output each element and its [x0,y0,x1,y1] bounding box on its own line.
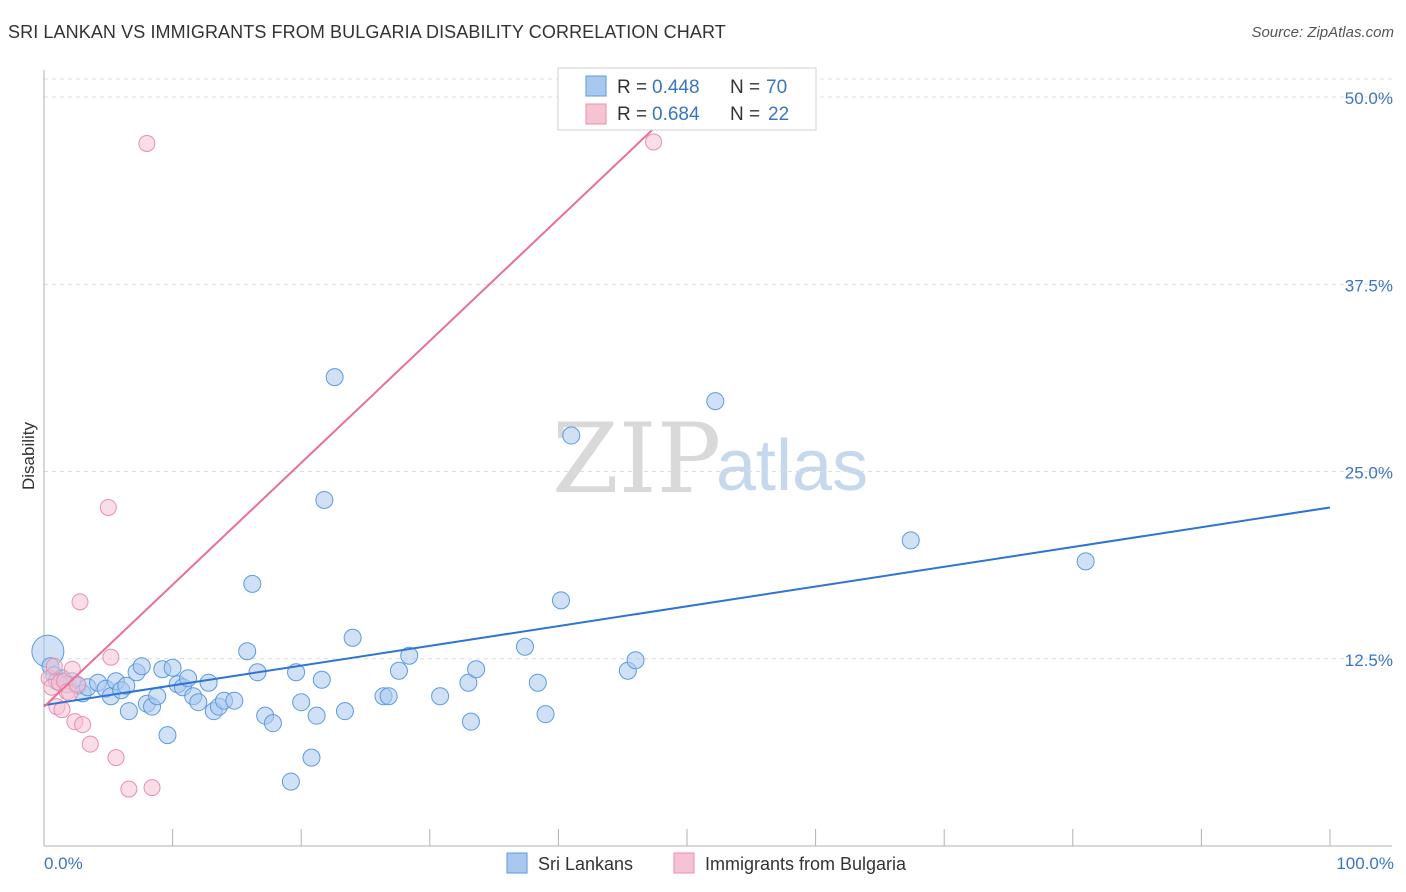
point-immigrants-from-bulgaria [102,648,120,666]
point-sri-lankans [292,693,311,712]
point-immigrants-from-bulgaria [68,675,86,693]
point-sri-lankans [199,673,218,692]
y-tick-label: 50.0% [1345,89,1393,108]
point-sri-lankans [315,490,334,509]
source-credit: Source: ZipAtlas.com [1251,24,1394,41]
watermark-zip: ZIP [552,403,721,515]
point-sri-lankans [343,628,362,647]
point-immigrants-from-bulgaria [45,657,63,675]
point-sri-lankans [312,670,331,689]
point-sri-lankans [225,691,244,710]
point-sri-lankans [335,702,354,721]
point-sri-lankans [307,706,326,725]
point-sri-lankans [461,712,480,731]
point-sri-lankans [551,591,570,610]
point-sri-lankans [626,651,645,670]
legend-r-value-pink: 0.684 [652,104,700,125]
point-sri-lankans [119,702,138,721]
point-sri-lankans [562,426,581,445]
point-sri-lankans [400,646,419,665]
y-tick-label: 37.5% [1345,276,1393,295]
point-immigrants-from-bulgaria [107,749,125,767]
trend-lines [43,96,1331,708]
legend-swatch-pink [585,103,607,125]
point-sri-lankans [431,687,450,706]
y-tick-label: 12.5% [1345,651,1393,670]
point-sri-lankans [901,531,920,550]
point-sri-lankans [528,673,547,692]
legend-label-sri-lankans: Sri Lankans [538,854,633,874]
watermark-atlas: atlas [716,426,868,506]
x-tick-label-min: 0.0% [44,854,83,873]
y-axis-label: Disability [19,421,38,490]
point-sri-lankans [158,726,177,745]
point-sri-lankans [148,687,167,706]
legend-swatch-blue [585,75,607,97]
legend-n-value-blue: 70 [766,77,787,98]
point-sri-lankans [263,714,282,733]
legend-r-value-blue: 0.448 [652,77,700,98]
point-sri-lankans [706,392,725,411]
stats-legend: R = 0.448 N = 70 R = 0.684 N = 22 [557,67,817,131]
point-sri-lankans [325,368,344,387]
point-sri-lankans [536,705,555,724]
gridlines [44,78,1392,660]
x-tick-label-max: 100.0% [1336,854,1394,873]
point-immigrants-from-bulgaria [143,779,161,797]
point-sri-lankans [1076,552,1095,571]
point-sri-lankans [243,574,262,593]
point-sri-lankans [379,687,398,706]
point-sri-lankans [389,661,408,680]
x-axis-ticks [43,829,1331,846]
legend-n-label-pink: N = [730,104,760,125]
point-sri-lankans [117,676,136,695]
trend-line-sri-lankans [43,506,1331,707]
legend-n-label-blue: N = [730,77,760,98]
series-legend: Sri Lankans Immigrants from Bulgaria [506,852,907,874]
point-immigrants-from-bulgaria [63,660,81,678]
point-immigrants-from-bulgaria [120,780,138,798]
point-immigrants-from-bulgaria [81,735,99,753]
point-sri-lankans [238,642,257,661]
trend-line-immigrants-from-bulgaria [43,96,688,708]
point-sri-lankans [467,660,486,679]
legend-n-value-pink: 22 [768,104,789,125]
legend-r-label-blue: R = [617,77,647,98]
point-sri-lankans [132,657,151,676]
point-immigrants-from-bulgaria [99,498,117,516]
point-sri-lankans [515,637,534,656]
legend-marker-immigrants-from-bulgaria [673,852,695,874]
legend-label-immigrants-from-bulgaria: Immigrants from Bulgaria [705,854,907,874]
y-tick-labels: 12.5% 25.0% 37.5% 50.0% [1345,89,1393,670]
point-sri-lankans [189,693,208,712]
legend-r-label-pink: R = [617,104,647,125]
point-sri-lankans [459,673,478,692]
point-immigrants-from-bulgaria [74,716,92,734]
legend-marker-sri-lankans [506,852,528,874]
point-sri-lankans [163,658,182,677]
point-immigrants-from-bulgaria [645,133,663,151]
point-sri-lankans [302,748,321,767]
y-tick-label: 25.0% [1345,464,1393,483]
chart-title: SRI LANKAN VS IMMIGRANTS FROM BULGARIA D… [8,22,726,42]
point-immigrants-from-bulgaria [71,593,89,611]
point-immigrants-from-bulgaria [138,134,156,152]
point-sri-lankans [281,772,300,791]
